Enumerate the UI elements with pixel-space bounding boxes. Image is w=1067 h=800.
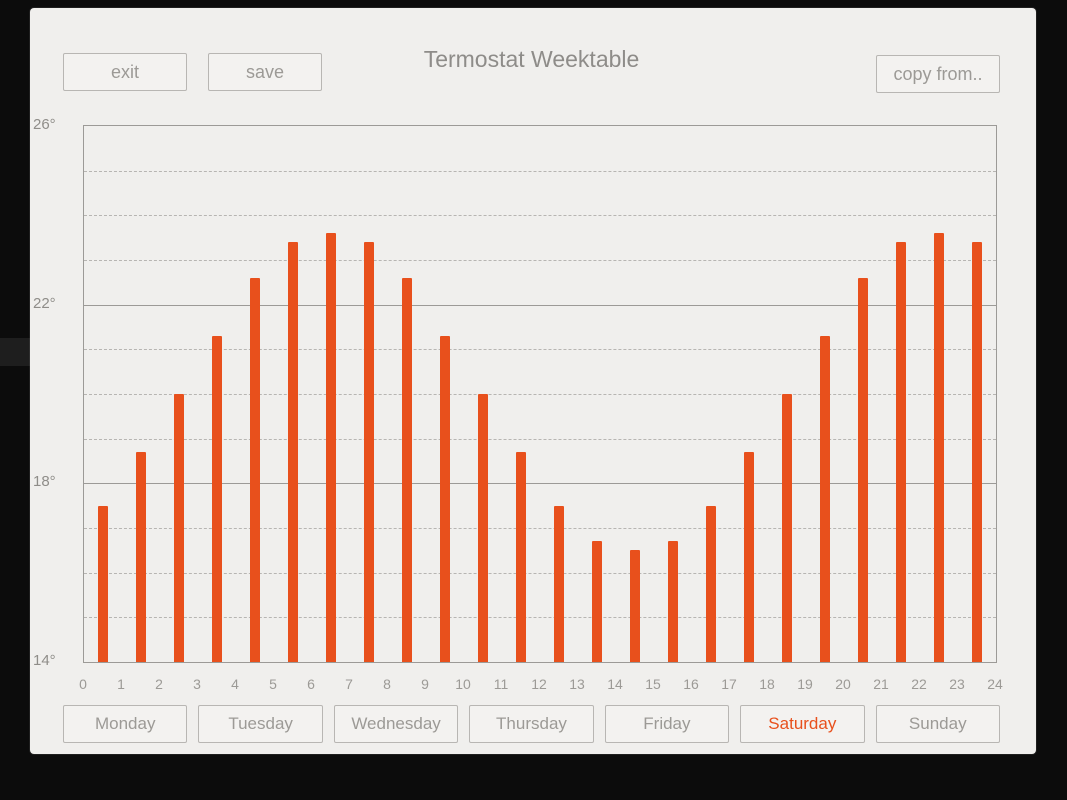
save-button[interactable]: save [208, 53, 322, 91]
plot-area [83, 125, 997, 663]
bar-hour-3[interactable] [212, 335, 222, 662]
x-tick-label-20: 20 [835, 676, 851, 692]
bar-hour-13[interactable] [592, 541, 602, 662]
toolbar: exit save Termostat Weektable copy from.… [63, 46, 1000, 93]
major-gridline-18 [84, 483, 996, 485]
thermostat-weektable-panel: exit save Termostat Weektable copy from.… [30, 8, 1036, 754]
day-button-friday[interactable]: Friday [604, 705, 730, 743]
x-tick-label-2: 2 [155, 676, 163, 692]
x-tick-label-8: 8 [383, 676, 391, 692]
x-tick-label-11: 11 [493, 676, 509, 692]
minor-gridline-16 [84, 572, 996, 574]
exit-button[interactable]: exit [63, 53, 187, 91]
bar-hour-21[interactable] [896, 242, 906, 662]
screen-edge-artifact [0, 338, 30, 366]
day-button-sunday[interactable]: Sunday [875, 705, 1000, 743]
bar-hour-9[interactable] [440, 335, 450, 662]
minor-gridline-25 [84, 170, 996, 172]
minor-gridline-17 [84, 528, 996, 529]
day-button-saturday[interactable]: Saturday [740, 705, 865, 743]
day-selector: Monday Tuesday Wednesday Thursday Friday Satu… [63, 705, 1000, 743]
bar-hour-4[interactable] [250, 277, 260, 662]
bar-hour-11[interactable] [516, 452, 526, 662]
x-tick-label-0: 0 [79, 676, 87, 692]
minor-gridline-20 [84, 394, 996, 395]
y-tick-label-26: 26° [33, 116, 56, 133]
y-axis-labels: 26° 22° 18° 14° [33, 116, 79, 669]
bar-hour-1[interactable] [136, 452, 146, 662]
x-tick-label-21: 21 [873, 676, 889, 692]
major-gridline-22 [84, 304, 996, 306]
bar-hour-2[interactable] [174, 394, 184, 662]
day-button-thursday[interactable]: Thursday [469, 705, 594, 743]
x-tick-label-18: 18 [759, 676, 775, 692]
bar-hour-7[interactable] [364, 242, 374, 662]
x-tick-label-13: 13 [569, 676, 585, 692]
x-tick-label-22: 22 [911, 676, 927, 692]
x-tick-label-7: 7 [345, 676, 353, 692]
x-tick-label-5: 5 [269, 676, 277, 692]
x-tick-label-19: 19 [797, 676, 813, 692]
bar-hour-18[interactable] [782, 394, 792, 662]
bar-hour-14[interactable] [630, 550, 640, 662]
bar-hour-0[interactable] [98, 505, 108, 662]
bar-hour-23[interactable] [972, 242, 982, 662]
minor-gridline-24 [84, 215, 996, 217]
bar-hour-8[interactable] [402, 277, 412, 662]
x-tick-label-24: 24 [987, 676, 1003, 692]
x-tick-label-10: 10 [455, 676, 471, 692]
x-tick-label-12: 12 [531, 676, 547, 692]
y-tick-label-14: 14° [33, 652, 56, 669]
day-button-wednesday[interactable]: Wednesday [333, 705, 459, 743]
bar-hour-10[interactable] [478, 394, 488, 662]
x-tick-label-1: 1 [117, 676, 125, 692]
day-button-monday[interactable]: Monday [63, 705, 188, 743]
y-tick-label-18: 18° [33, 473, 56, 491]
x-tick-label-3: 3 [193, 676, 201, 692]
x-tick-label-23: 23 [949, 676, 965, 692]
bar-hour-20[interactable] [858, 277, 868, 662]
y-tick-label-22: 22° [33, 294, 56, 312]
bar-hour-6[interactable] [326, 233, 336, 662]
bar-hour-22[interactable] [934, 233, 944, 662]
bar-hour-19[interactable] [820, 335, 830, 662]
minor-gridline-15 [84, 617, 996, 619]
bar-hour-15[interactable] [668, 541, 678, 662]
x-axis-labels: 0 1 2 3 4 5 6 7 8 9 10 11 12 13 14 15 16 17 18 19 20 21 22 23 24 [79, 676, 1003, 696]
bar-hour-17[interactable] [744, 452, 754, 662]
x-tick-label-9: 9 [421, 676, 429, 692]
bar-hour-5[interactable] [288, 242, 298, 662]
bar-hour-12[interactable] [554, 505, 564, 662]
x-tick-label-6: 6 [307, 676, 315, 692]
minor-gridline-19 [84, 438, 996, 440]
copy-from-button[interactable]: copy from.. [876, 55, 1000, 93]
x-tick-label-14: 14 [607, 676, 623, 692]
x-tick-label-16: 16 [683, 676, 699, 692]
bar-hour-16[interactable] [706, 505, 716, 662]
minor-gridline-21 [84, 349, 996, 351]
day-button-tuesday[interactable]: Tuesday [198, 705, 323, 743]
x-tick-label-17: 17 [721, 676, 737, 692]
minor-gridline-23 [84, 260, 996, 261]
page-title: Termostat Weektable [423, 46, 640, 72]
x-tick-label-4: 4 [231, 676, 239, 692]
x-tick-label-15: 15 [645, 676, 661, 692]
